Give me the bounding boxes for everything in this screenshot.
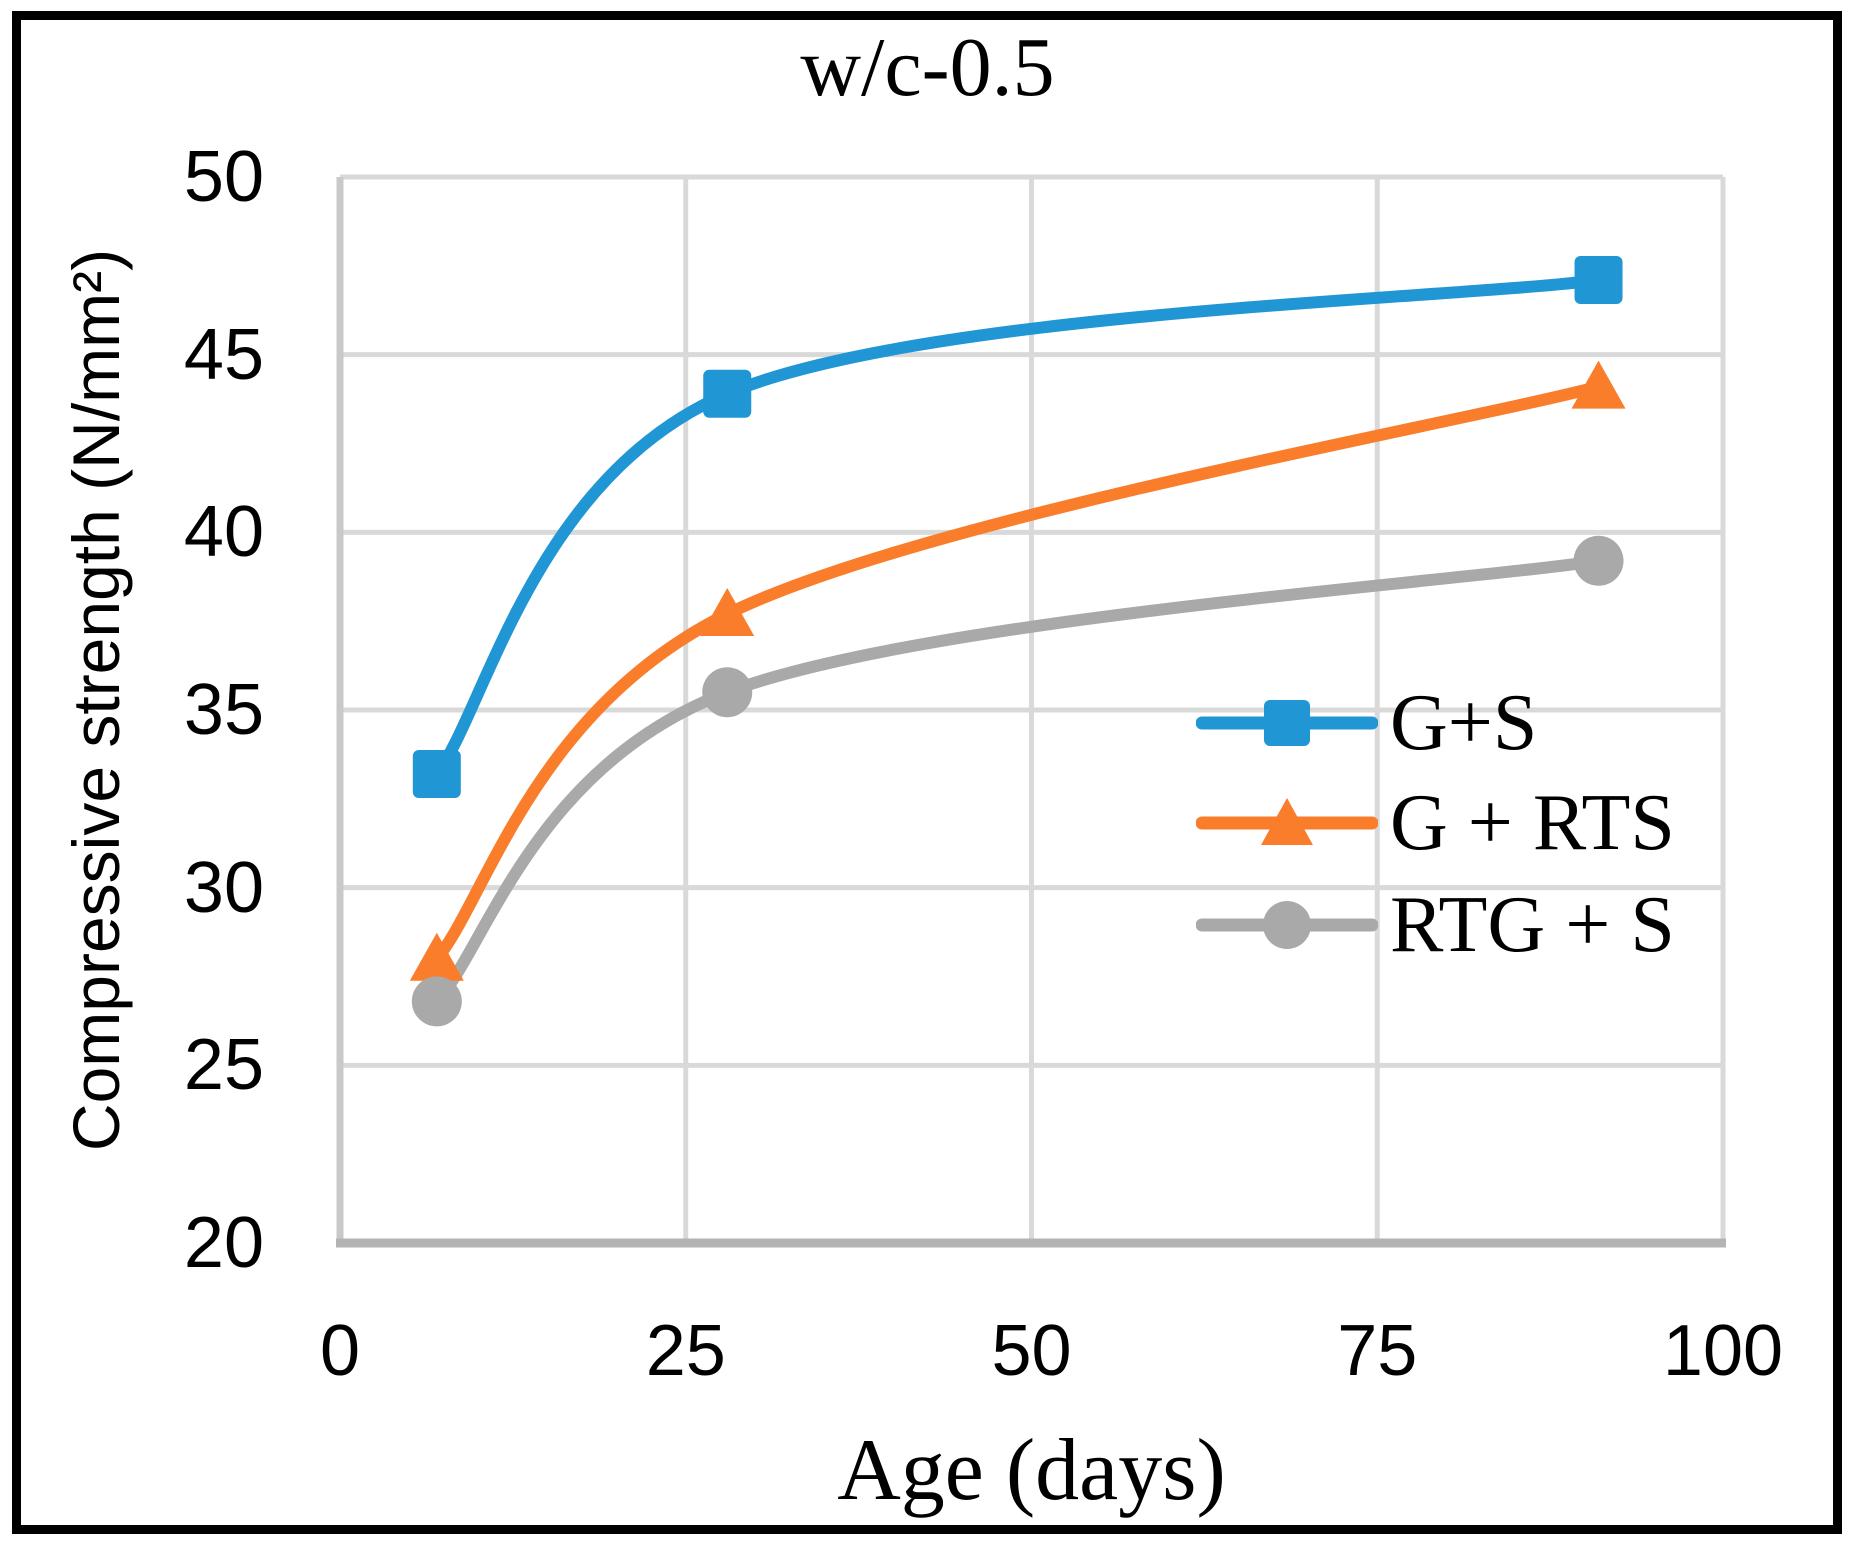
series-line-2 xyxy=(430,554,1605,1008)
legend-label: RTG + S xyxy=(1390,881,1675,969)
x-tick-label: 0 xyxy=(319,1311,361,1391)
data-point-marker-square xyxy=(412,749,461,798)
series-markers-2 xyxy=(411,535,1624,1027)
y-tick-label: 40 xyxy=(183,492,264,573)
data-point-marker-triangle xyxy=(409,932,464,981)
y-tick-label: 45 xyxy=(183,314,264,395)
series-markers-0 xyxy=(412,256,1623,798)
data-point-marker-circle xyxy=(702,667,753,718)
legend-marker-glyph xyxy=(1263,901,1311,949)
x-tick-label: 25 xyxy=(645,1311,726,1391)
y-tick-label: 35 xyxy=(183,670,264,750)
series-line-0 xyxy=(430,274,1605,780)
y-tick-label: 20 xyxy=(183,1203,264,1283)
legend-label: G + RTS xyxy=(1390,779,1675,867)
series-markers-1 xyxy=(409,360,1626,981)
y-tick-label: 25 xyxy=(183,1025,264,1106)
data-point-marker-square xyxy=(703,369,752,418)
x-axis-title: Age (days) xyxy=(837,1422,1226,1519)
data-point-marker-triangle xyxy=(700,588,755,637)
legend-marker-square xyxy=(1196,700,1378,746)
data-point-marker-triangle xyxy=(1571,360,1626,409)
legend-item: G + RTS xyxy=(1196,773,1675,873)
data-point-marker-circle xyxy=(1573,535,1624,586)
legend-item: G+S xyxy=(1196,673,1537,773)
y-tick-label: 30 xyxy=(183,847,264,928)
legend-marker-glyph xyxy=(1264,700,1310,746)
legend-item: RTG + S xyxy=(1196,875,1675,975)
series-line-1 xyxy=(430,380,1605,965)
chart-title: w/c-0.5 xyxy=(800,21,1055,114)
x-tick-label: 100 xyxy=(1662,1311,1784,1391)
legend-marker-triangle xyxy=(1196,798,1378,845)
data-point-marker-square xyxy=(1574,256,1623,305)
legend-marker-circle xyxy=(1196,901,1378,949)
legend-marker-glyph xyxy=(1261,798,1313,845)
legend-label: G+S xyxy=(1390,679,1538,767)
x-tick-label: 50 xyxy=(991,1311,1072,1391)
data-point-marker-circle xyxy=(411,976,462,1027)
y-tick-label: 50 xyxy=(183,137,264,217)
x-tick-label: 75 xyxy=(1337,1311,1418,1391)
